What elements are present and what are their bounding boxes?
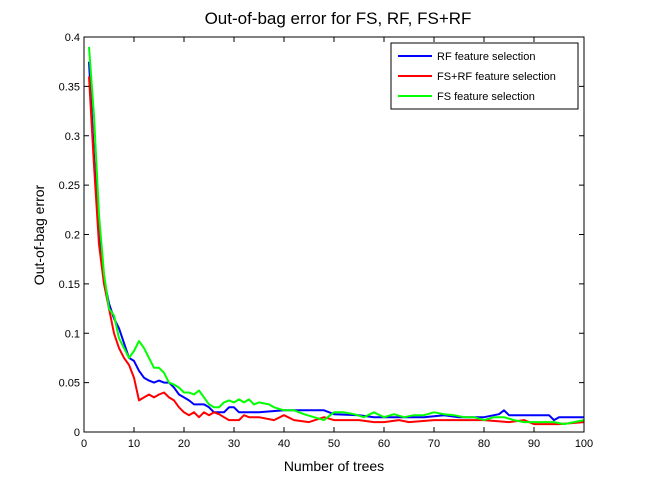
- y-tick-label: 0.35: [59, 81, 80, 93]
- y-tick-label: 0.3: [65, 131, 80, 143]
- x-tick-label: 90: [528, 438, 540, 450]
- legend-label-0: RF feature selection: [437, 51, 535, 63]
- y-tick-label: 0.15: [59, 279, 80, 291]
- y-tick-label: 0.1: [65, 328, 80, 340]
- legend: RF feature selection FS+RF feature select…: [390, 42, 579, 110]
- x-tick-label: 30: [228, 438, 240, 450]
- chart-title: Out-of-bag error for FS, RF, FS+RF: [205, 9, 472, 28]
- legend-label-1: FS+RF feature selection: [437, 71, 556, 83]
- x-tick-label: 50: [328, 438, 340, 450]
- y-axis-label: Out-of-bag error: [31, 184, 47, 285]
- x-tick-label: 0: [81, 438, 87, 450]
- y-tick-label: 0: [74, 427, 80, 439]
- x-tick-label: 80: [478, 438, 490, 450]
- x-tick-label: 60: [378, 438, 390, 450]
- legend-label-2: FS feature selection: [437, 91, 535, 103]
- series-line-1: [88, 76, 585, 426]
- x-axis-label: Number of trees: [284, 458, 384, 474]
- series-line-2: [88, 46, 585, 426]
- y-tick-label: 0.4: [65, 32, 80, 44]
- x-tick-label: 20: [178, 438, 190, 450]
- x-tick-label: 100: [575, 438, 593, 450]
- y-tick-label: 0.25: [59, 180, 80, 192]
- y-tick-label: 0.05: [59, 378, 80, 390]
- x-tick-label: 40: [278, 438, 290, 450]
- y-tick-label: 0.2: [65, 230, 80, 242]
- x-tick-label: 70: [428, 438, 440, 450]
- x-tick-label: 10: [128, 438, 140, 450]
